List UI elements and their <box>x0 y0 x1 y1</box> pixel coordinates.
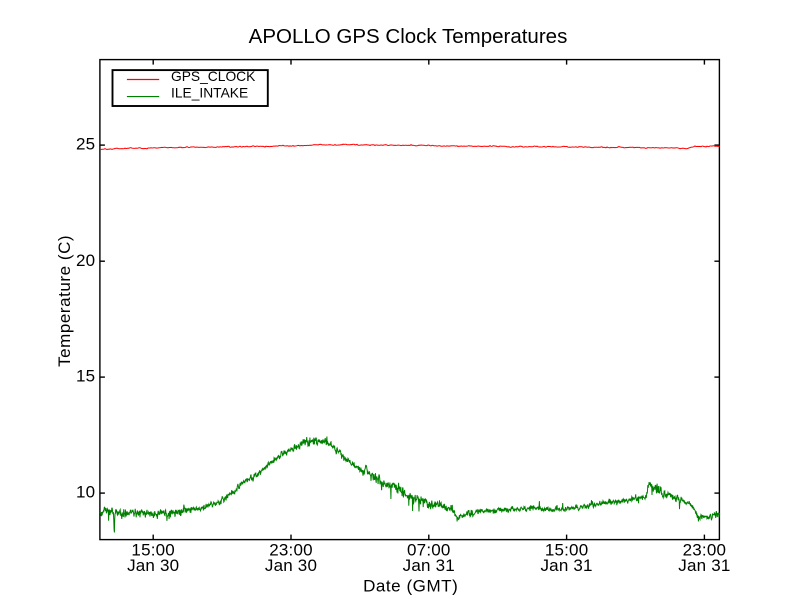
svg-text:10: 10 <box>76 483 95 502</box>
svg-text:25: 25 <box>76 135 95 154</box>
svg-text:Jan 31: Jan 31 <box>678 556 730 575</box>
svg-text:20: 20 <box>76 251 95 270</box>
svg-text:Jan 31: Jan 31 <box>540 556 592 575</box>
svg-text:Temperature (C): Temperature (C) <box>55 235 74 367</box>
svg-text:Jan 30: Jan 30 <box>265 556 317 575</box>
svg-text:APOLLO GPS Clock Temperatures: APOLLO GPS Clock Temperatures <box>249 25 568 48</box>
svg-text:15: 15 <box>76 367 95 386</box>
svg-text:GPS_CLOCK: GPS_CLOCK <box>171 69 256 84</box>
svg-text:Date (GMT): Date (GMT) <box>363 577 458 596</box>
svg-text:15:00: 15:00 <box>545 541 589 560</box>
svg-text:Jan 31: Jan 31 <box>403 556 455 575</box>
svg-text:15:00: 15:00 <box>131 541 175 560</box>
svg-text:23:00: 23:00 <box>269 541 313 560</box>
svg-text:Jan 30: Jan 30 <box>127 556 179 575</box>
svg-text:23:00: 23:00 <box>683 541 727 560</box>
svg-text:ILE_INTAKE: ILE_INTAKE <box>171 86 248 101</box>
svg-text:07:00: 07:00 <box>407 541 451 560</box>
